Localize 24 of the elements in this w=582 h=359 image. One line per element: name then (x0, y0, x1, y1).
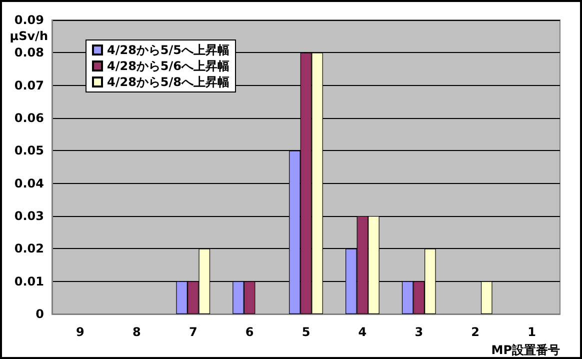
legend-label: 4/28から5/8へ上昇幅 (107, 75, 230, 89)
y-tick-label: 0.01 (14, 274, 44, 288)
y-tick-label: 0 (36, 307, 44, 321)
x-tick-label: 3 (414, 325, 424, 339)
x-tick-label: 5 (302, 325, 310, 339)
y-tick-label: 0.04 (14, 176, 44, 190)
legend-label: 4/28から5/6へ上昇幅 (107, 59, 230, 73)
x-tick-label: 6 (245, 325, 254, 339)
y-tick-label: 0.09 (14, 13, 44, 27)
y-axis-title: μSv/h (10, 29, 48, 43)
x-tick-label: 2 (471, 325, 480, 339)
x-tick-label: 7 (188, 325, 198, 339)
y-tick-label: 0.05 (14, 144, 44, 158)
legend-label: 4/28から5/5へ上昇幅 (107, 43, 230, 57)
x-tick-label: 1 (528, 325, 536, 339)
x-axis-title: MP設置番号 (491, 343, 560, 357)
x-tick-label: 8 (132, 325, 141, 339)
x-tick-label: 4 (358, 325, 367, 339)
y-tick-label: 0.03 (14, 209, 44, 223)
y-tick-label: 0.06 (14, 111, 44, 125)
y-tick-label: 0.08 (14, 46, 44, 60)
x-tick-label: 9 (76, 325, 84, 339)
y-tick-label: 0.07 (14, 78, 44, 92)
y-tick-label: 0.02 (14, 242, 44, 256)
